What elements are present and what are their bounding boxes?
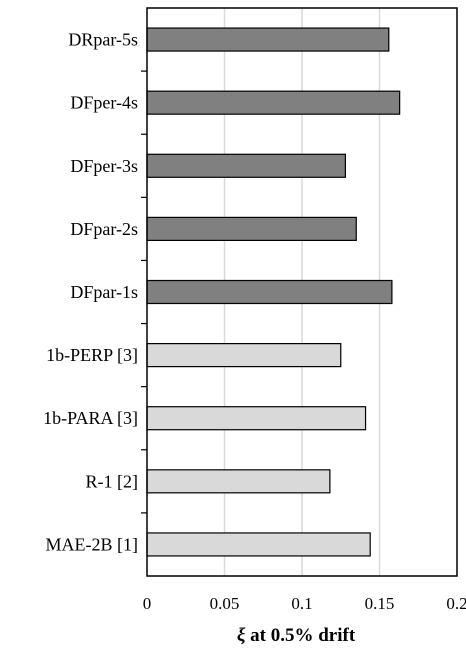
bar-5: [146, 343, 342, 368]
bar-7: [146, 469, 331, 494]
plot-frame: [146, 7, 458, 577]
category-label-2: DFper-3s: [70, 156, 138, 176]
bar-1: [146, 90, 401, 115]
category-label-6: 1b-PARA [3]: [43, 408, 138, 428]
category-label-0: DRpar-5s: [68, 30, 138, 50]
category-label-3: DFpar-2s: [70, 219, 138, 239]
x-tick-label-0: 0: [143, 594, 152, 613]
bar-4: [146, 279, 393, 305]
category-label-7: R-1 [2]: [86, 471, 139, 491]
x-axis-title-symbol: ξ: [237, 625, 246, 646]
x-axis-title-text: at 0.5% drift: [245, 625, 355, 646]
category-label-4: DFpar-1s: [70, 282, 138, 302]
bars: [146, 27, 401, 557]
category-label-8: MAE-2B [1]: [46, 534, 139, 554]
bar-6: [146, 406, 367, 431]
x-axis-title: ξ at 0.5% drift: [237, 625, 356, 646]
bar-0: [146, 27, 390, 52]
category-labels: DRpar-5s DFper-4s DFper-3s DFpar-2s DFpar-1s…: [43, 30, 138, 555]
category-label-1: DFper-4s: [70, 93, 138, 113]
x-tick-labels: 0 0.05 0.1 0.15 0.2: [143, 594, 466, 613]
bar-3: [146, 216, 357, 241]
category-label-5: 1b-PERP [3]: [46, 345, 138, 365]
x-tick-label-1: 0.05: [210, 594, 240, 613]
x-tick-label-2: 0.1: [291, 594, 312, 613]
y-axis-ticks: [141, 70, 147, 514]
x-tick-label-3: 0.15: [365, 594, 395, 613]
bar-2: [146, 153, 346, 178]
x-tick-label-4: 0.2: [446, 594, 466, 613]
bar-8: [146, 532, 371, 557]
